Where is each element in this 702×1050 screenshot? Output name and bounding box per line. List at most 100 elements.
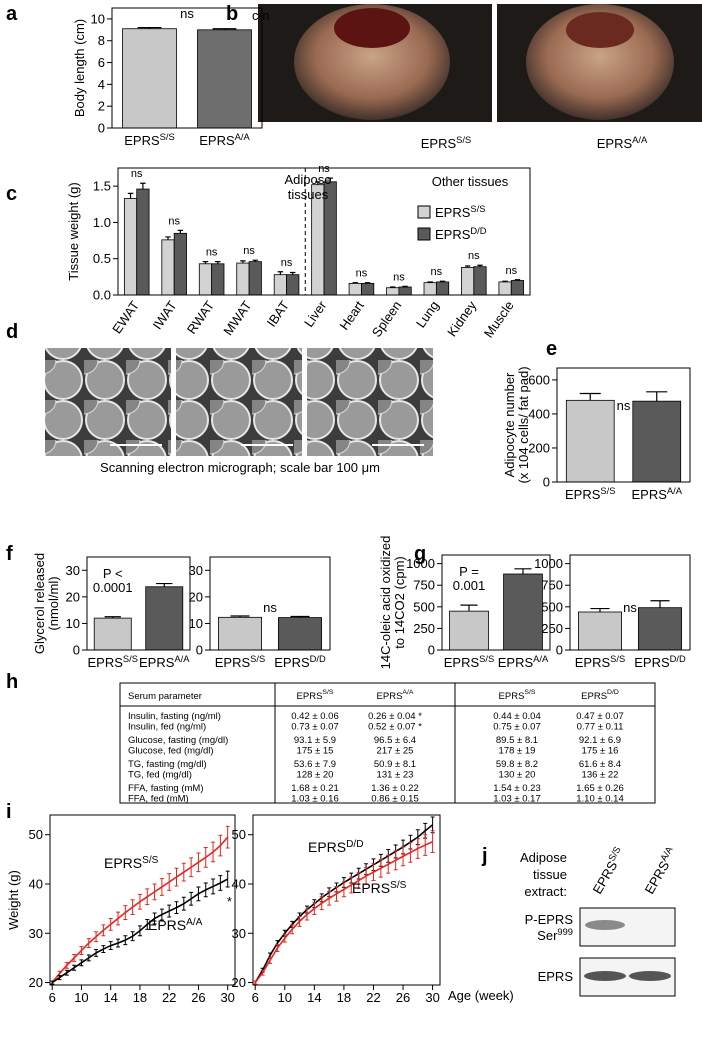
table-cell: 0.52 ± 0.07 * [368, 722, 422, 733]
x-tick-label: 14 [307, 990, 321, 1005]
table-frame [119, 682, 656, 804]
error-bar [72, 953, 77, 962]
error-bar [218, 875, 223, 891]
annotation: 0.001 [453, 578, 486, 593]
y-tick-label: 0 [428, 643, 435, 658]
x-tick-label: RWAT [184, 298, 217, 337]
y-axis-label: (nmol/ml) [46, 576, 61, 630]
error-bar [253, 980, 258, 985]
y-axis-label: Glycerol released [32, 553, 47, 654]
error-bar [108, 917, 113, 931]
annotation: * [227, 894, 232, 909]
annotation: 0.0001 [93, 580, 133, 595]
error-bar [277, 271, 284, 275]
error-bar [189, 891, 194, 906]
bar [236, 262, 250, 296]
error-bar [116, 911, 121, 926]
series-label: EPRSD/D [308, 839, 363, 855]
plot-frame [441, 554, 551, 651]
plot-frame [209, 556, 331, 651]
error-bar [230, 615, 250, 618]
y-tick-label: 0.0 [93, 288, 111, 303]
x-tick-label: 30 [220, 990, 234, 1005]
error-bar [189, 857, 194, 878]
table-header: Serum parameter [128, 691, 202, 702]
error-bar [334, 885, 339, 902]
y-tick-label: 10 [189, 616, 203, 631]
error-bar [390, 286, 396, 288]
error-bar [415, 838, 420, 859]
group-label: Adipose [285, 172, 332, 187]
y-tick-label: 0.5 [93, 251, 111, 266]
x-tick-label: 30 [425, 990, 439, 1005]
panel-label: c [6, 183, 17, 205]
table-cell: FFA, fasting (mM) [128, 783, 203, 794]
y-tick-label: 250 [541, 621, 563, 636]
error-bar [137, 27, 162, 29]
error-bar [203, 882, 208, 898]
table-header: EPRSD/D [581, 689, 619, 702]
error-bar [104, 616, 121, 619]
error-bar [127, 192, 134, 199]
annotation: P = [459, 564, 479, 579]
bar [449, 610, 489, 651]
x-axis-label: Age (week) [448, 988, 514, 1003]
plot-frame [49, 814, 236, 986]
error-bar [356, 872, 361, 889]
y-axis-label: Weight (g) [6, 870, 21, 930]
legend-swatch [417, 205, 431, 219]
y-axis-label: Body length (cm) [72, 19, 87, 117]
photo-label: EPRSS/S [421, 135, 471, 151]
y-tick-label: 20 [189, 589, 203, 604]
annotation: ns [431, 266, 443, 278]
error-bar [590, 607, 610, 612]
y-tick-label: 250 [413, 621, 435, 636]
error-bar [212, 28, 237, 30]
error-bar [145, 918, 150, 930]
x-tick-label: EPRSD/D [274, 654, 326, 670]
error-bar [94, 931, 99, 943]
y-tick-label: 400 [528, 406, 550, 421]
x-tick-label: EPRSA/A [632, 486, 683, 502]
y-tick-label: 0 [73, 643, 80, 658]
x-tick-label: EWAT [109, 298, 142, 336]
table-cell: FFA, fed (mM) [128, 794, 189, 805]
y-tick-label: 200 [528, 440, 550, 455]
bar [198, 263, 213, 296]
y-tick-label: 750 [541, 578, 563, 593]
table-cell: TG, fasting (mg/dl) [128, 759, 207, 770]
x-tick-label: Lung [413, 298, 442, 330]
y-tick-label: 2 [98, 99, 105, 114]
bar [632, 400, 682, 483]
y-tick-label: 40 [232, 876, 246, 891]
bar [248, 261, 262, 296]
bar [398, 286, 412, 296]
photo-tissue [294, 4, 450, 120]
bar [173, 232, 187, 296]
y-tick-label: 30 [29, 926, 43, 941]
error-bar [181, 896, 186, 911]
error-bar [427, 281, 433, 283]
panel-label: e [546, 338, 557, 360]
annotation: ns [505, 265, 517, 277]
plot-frame [569, 554, 691, 651]
blot-band [629, 971, 671, 981]
error-bar [297, 916, 302, 927]
bar [273, 274, 287, 296]
bar [136, 188, 150, 296]
error-bar [327, 890, 332, 906]
x-tick-label: EPRSD/D [634, 654, 686, 670]
x-tick-label: EPRSA/A [498, 654, 549, 670]
table-cell: 59.8 ± 8.2 [496, 759, 538, 770]
y-tick-label: 750 [413, 578, 435, 593]
y-tick-label: 6 [98, 55, 105, 70]
y-tick-label: 50 [29, 827, 43, 842]
table-cell: 0.75 ± 0.07 [493, 722, 540, 733]
bar [161, 239, 175, 296]
annotation: ns [468, 250, 480, 262]
error-bar [167, 873, 172, 891]
blot-title: tissue [533, 867, 567, 882]
legend-swatch [417, 227, 431, 241]
error-bar [646, 391, 668, 402]
